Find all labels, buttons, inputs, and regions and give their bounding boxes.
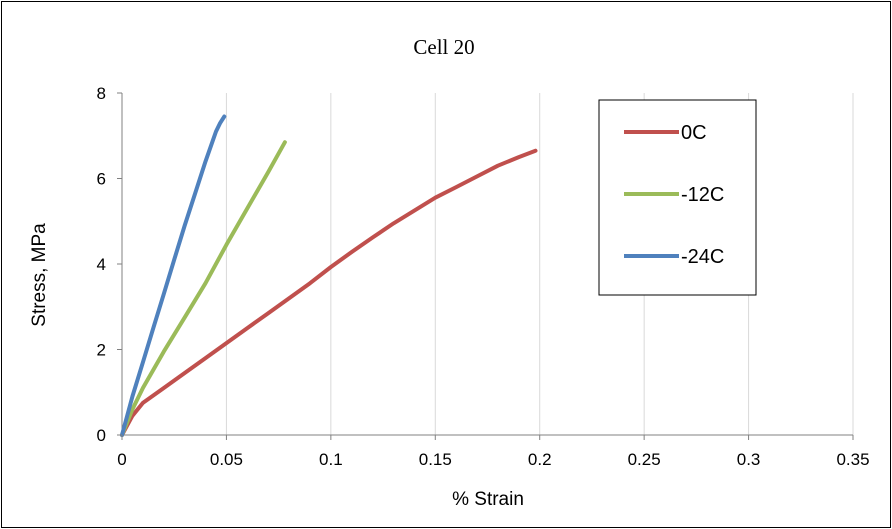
y-tick-label: 8 bbox=[97, 84, 106, 103]
y-tick-label: 6 bbox=[97, 170, 106, 189]
x-tick-label: 0 bbox=[117, 450, 126, 469]
series-layer bbox=[120, 114, 538, 437]
legend: 0C -12C -24C bbox=[598, 99, 757, 296]
series-line--24C bbox=[120, 114, 227, 437]
series-line--12C bbox=[120, 140, 287, 437]
x-tick-label: 0.35 bbox=[836, 450, 869, 469]
y-tick-label: 2 bbox=[97, 341, 106, 360]
series-line-0C bbox=[120, 148, 538, 437]
grid-layer bbox=[225, 93, 854, 435]
x-tick-label: 0.15 bbox=[419, 450, 452, 469]
ticks-layer: 0 0.05 0.1 0.15 0.2 0.25 0.3 0.35 0 2 4 6 8 bbox=[97, 84, 870, 469]
legend-box bbox=[598, 99, 757, 296]
x-tick-label: 0.05 bbox=[210, 450, 243, 469]
x-tick-label: 0.1 bbox=[319, 450, 343, 469]
x-tick-label: 0.25 bbox=[628, 450, 661, 469]
x-tick-label: 0.2 bbox=[528, 450, 552, 469]
legend-label: -12C bbox=[681, 184, 724, 206]
legend-label: -24C bbox=[681, 246, 724, 268]
y-axis-label: Stress, MPa bbox=[29, 223, 50, 327]
x-tick-label: 0.3 bbox=[737, 450, 761, 469]
y-tick-label: 0 bbox=[97, 426, 106, 445]
legend-label: 0C bbox=[681, 122, 707, 144]
y-tick-label: 4 bbox=[97, 255, 106, 274]
chart-title: Cell 20 bbox=[413, 35, 474, 59]
x-axis-label: % Strain bbox=[452, 489, 524, 510]
